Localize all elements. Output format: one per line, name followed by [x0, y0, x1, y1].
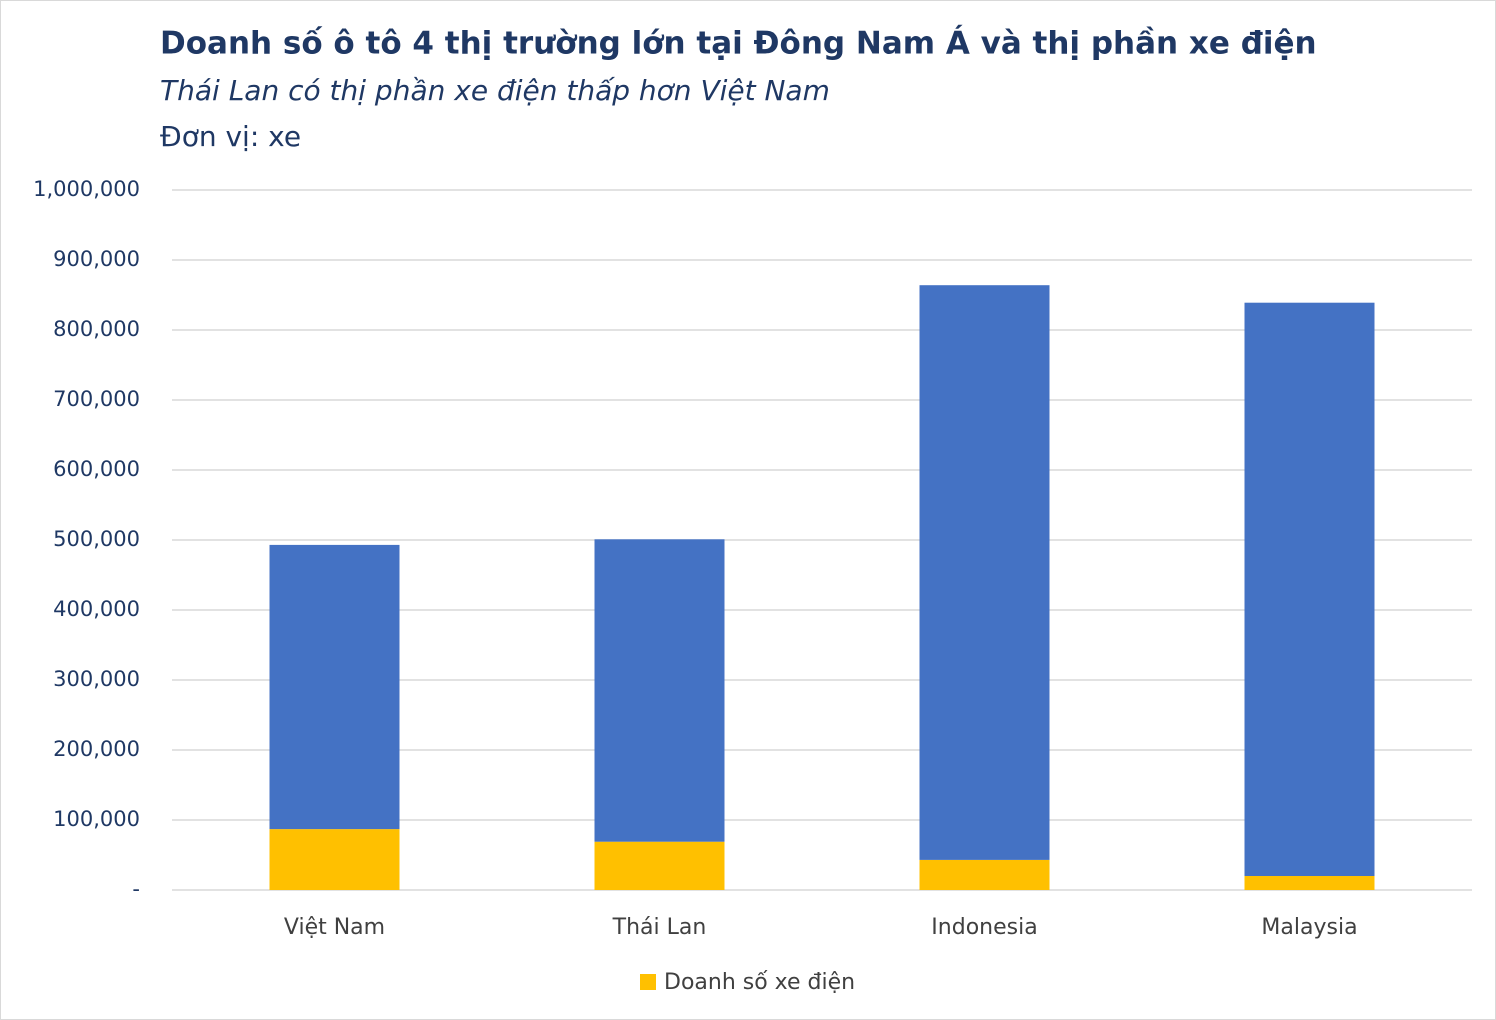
bar-segment — [1244, 302, 1375, 876]
bar-segment — [269, 829, 400, 890]
y-tick-label: 900,000 — [53, 247, 140, 271]
y-tick-label: 500,000 — [53, 527, 140, 551]
x-tick-label: Thái Lan — [612, 915, 707, 940]
y-tick-label: 600,000 — [53, 457, 140, 481]
legend-swatch — [640, 974, 656, 990]
y-tick-label: - — [132, 877, 140, 901]
y-tick-label: 700,000 — [53, 387, 140, 411]
y-tick-label: 300,000 — [53, 667, 140, 691]
y-tick-label: 800,000 — [53, 317, 140, 341]
bar-segment — [269, 544, 400, 830]
x-tick-label: Malaysia — [1261, 915, 1357, 940]
bar-segment — [594, 841, 725, 890]
bar-segment — [594, 539, 725, 842]
chart-title: Doanh số ô tô 4 thị trường lớn tại Đông … — [160, 26, 1317, 62]
y-tick-label: 200,000 — [53, 737, 140, 761]
y-tick-label: 400,000 — [53, 597, 140, 621]
bar-segment — [919, 859, 1050, 890]
chart-subtitle: Thái Lan có thị phần xe điện thấp hơn Vi… — [160, 74, 830, 107]
unit-label: Đơn vị: xe — [160, 120, 301, 153]
legend-label: Doanh số xe điện — [664, 970, 855, 995]
y-tick-label: 100,000 — [53, 807, 140, 831]
x-tick-label: Indonesia — [931, 915, 1037, 940]
bar-segment — [1244, 876, 1375, 890]
x-tick-label: Việt Nam — [284, 915, 385, 940]
y-tick-label: 1,000,000 — [33, 177, 140, 201]
bar-segment — [919, 285, 1050, 860]
